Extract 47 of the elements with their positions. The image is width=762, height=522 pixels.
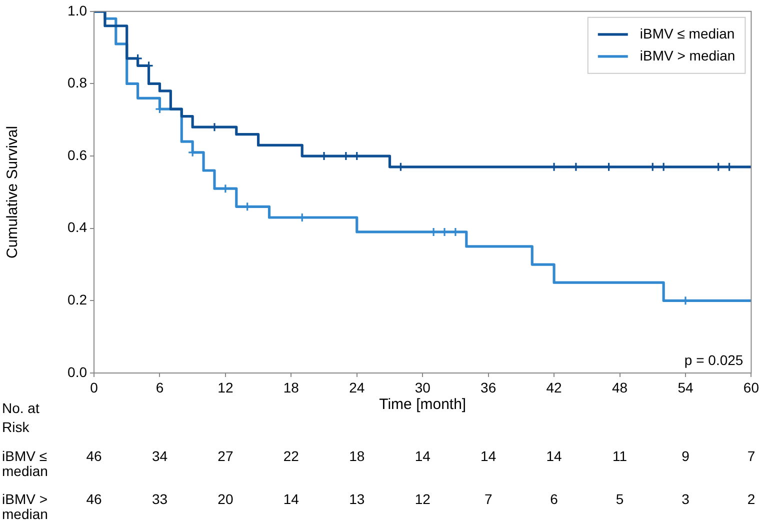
- text: 14: [480, 448, 496, 464]
- x-tick-label: 36: [480, 379, 496, 396]
- x-tick-label: 18: [283, 379, 300, 396]
- y-tick-label: 1.0: [68, 2, 88, 18]
- text: 3: [682, 491, 690, 507]
- x-tick-label: 54: [678, 379, 694, 396]
- x-tick-label: 30: [414, 379, 431, 396]
- text: 7: [484, 491, 492, 507]
- text: 11: [612, 448, 628, 464]
- x-tick-label: 48: [612, 379, 628, 396]
- text: 12: [414, 491, 431, 507]
- x-axis-title: Time [month]: [379, 396, 466, 413]
- x-tick-label: 60: [743, 379, 760, 396]
- text: 14: [546, 448, 562, 464]
- text: 9: [682, 448, 690, 464]
- text: iBMV > median: [2, 491, 48, 522]
- x-tick-label: 24: [349, 379, 365, 396]
- text: 13: [349, 491, 365, 507]
- text: iBMV ≤ median: [2, 448, 48, 479]
- text: 18: [349, 448, 365, 464]
- text: No. at Risk: [2, 400, 40, 435]
- text: 7: [747, 448, 756, 464]
- x-tick-label: 0: [90, 379, 98, 396]
- y-tick-label: 0.4: [68, 219, 88, 236]
- text: 34: [152, 448, 168, 464]
- y-tick-label: 0.8: [68, 74, 88, 91]
- text: 2: [747, 491, 756, 507]
- text: 5: [616, 491, 624, 507]
- x-tick-label: 6: [156, 379, 164, 396]
- text: 14: [283, 491, 300, 507]
- text: 46: [86, 448, 102, 464]
- text: 46: [86, 491, 102, 507]
- y-axis-title: Cumulative Survival: [4, 126, 22, 258]
- text: 22: [283, 448, 300, 464]
- x-tick-label: 12: [218, 379, 234, 396]
- legend-label: iBMV > median: [640, 47, 736, 64]
- text: 6: [550, 491, 558, 507]
- y-tick-label: 0.0: [68, 364, 88, 380]
- text: 33: [152, 491, 168, 507]
- y-tick-label: 0.2: [68, 292, 88, 308]
- text: 14: [414, 448, 431, 464]
- x-tick-label: 42: [546, 379, 562, 396]
- legend-label: iBMV ≤ median: [640, 25, 735, 42]
- y-tick-label: 0.6: [68, 146, 88, 163]
- text: 20: [218, 491, 234, 507]
- annotation: p = 0.025: [684, 352, 744, 368]
- text: 27: [218, 448, 234, 464]
